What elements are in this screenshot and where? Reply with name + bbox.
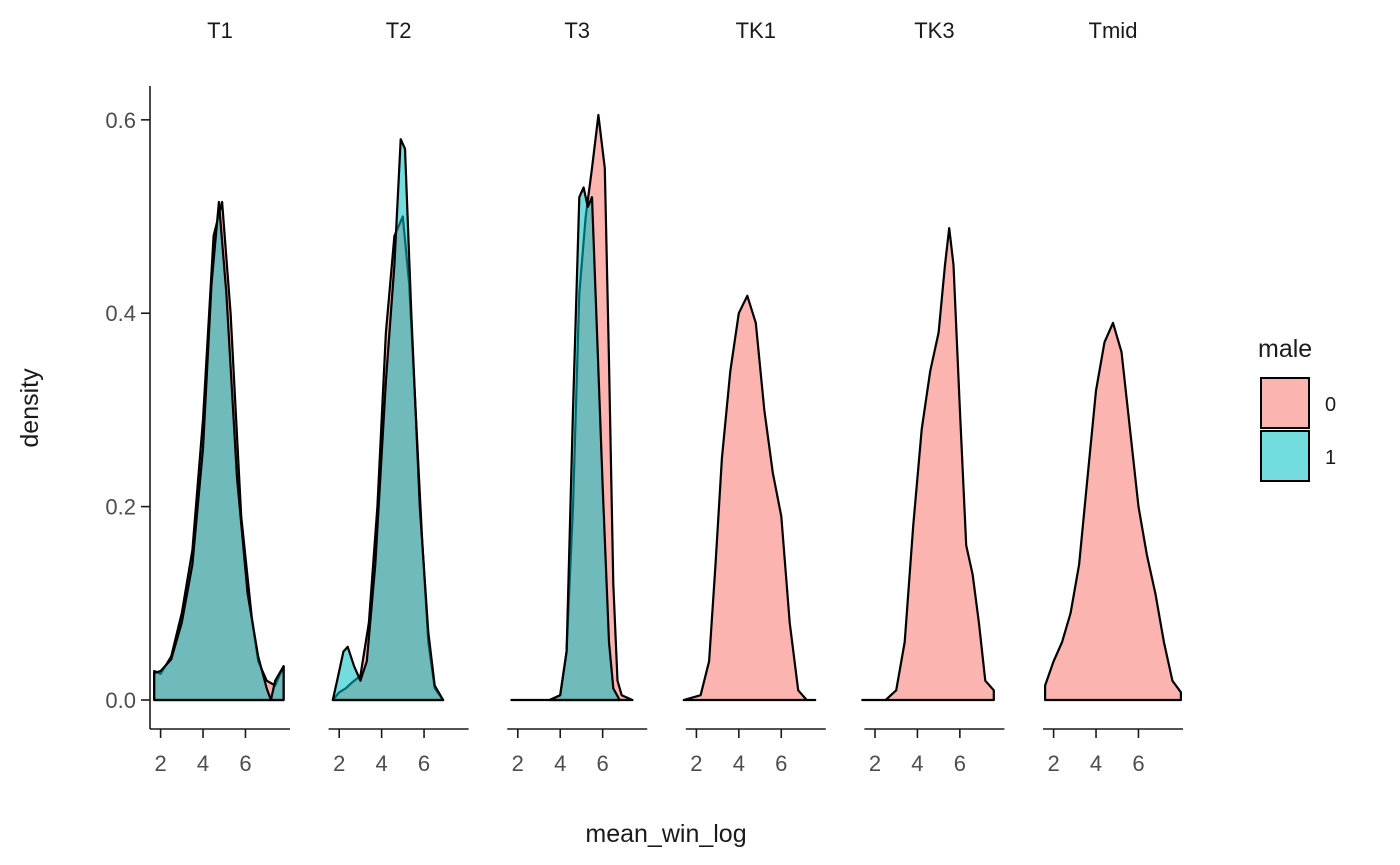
y-axis: 0.0 0.2 0.4 0.6	[105, 86, 151, 729]
x-tick-label: 6	[954, 751, 966, 776]
facet-label: T2	[386, 18, 412, 43]
legend-title: male	[1258, 335, 1312, 363]
x-tick-label: 6	[597, 751, 609, 776]
x-tick-label: 4	[376, 751, 388, 776]
density-area-male-0	[1044, 321, 1182, 702]
panel-tmid: Tmid 2 4 6	[1043, 18, 1183, 776]
legend: male 0 1	[1258, 335, 1336, 482]
facet-label: T1	[207, 18, 233, 43]
x-tick-label: 6	[1132, 751, 1144, 776]
facet-label: TK1	[736, 18, 776, 43]
x-tick-label: 2	[512, 751, 524, 776]
density-area-male-0	[861, 227, 995, 702]
x-tick-label: 4	[197, 751, 209, 776]
x-tick-label: 2	[333, 751, 345, 776]
facet-label: TK3	[914, 18, 954, 43]
x-tick-label: 4	[733, 751, 745, 776]
panel-t1: T1 2 4 6	[150, 18, 290, 776]
x-tick-label: 4	[554, 751, 566, 776]
x-tick-label: 6	[775, 751, 787, 776]
facet-label: Tmid	[1089, 18, 1138, 43]
y-tick-label: 0.6	[105, 108, 136, 133]
density-area-male-1	[548, 186, 621, 702]
x-tick-label: 2	[1047, 751, 1059, 776]
x-tick-label: 2	[690, 751, 702, 776]
x-axis-title: mean_win_log	[585, 820, 746, 848]
panel-t3: T3 2 4 6	[507, 18, 648, 776]
density-area-male-1	[331, 138, 445, 702]
facet-label: T3	[564, 18, 590, 43]
x-tick-label: 6	[239, 751, 251, 776]
legend-key-0	[1260, 377, 1310, 429]
y-axis-title: density	[16, 368, 44, 448]
x-tick-label: 4	[1090, 751, 1102, 776]
x-tick-label: 6	[418, 751, 430, 776]
density-area-male-1	[153, 200, 285, 702]
legend-label: 1	[1325, 447, 1336, 469]
facet-panels: T1 2 4 6 T2 2 4 6 T3 2 4 6 TK1 2 4 6 TK3 2 4 6 Tmid 2 4 6	[150, 18, 1183, 776]
x-tick-label: 2	[869, 751, 881, 776]
y-tick-label: 0.4	[105, 301, 136, 326]
legend-key-1	[1260, 430, 1310, 482]
y-tick-label: 0.0	[105, 688, 136, 713]
legend-label: 0	[1325, 394, 1336, 416]
x-tick-label: 2	[154, 751, 166, 776]
panel-tk3: TK3 2 4 6	[861, 18, 1005, 776]
density-area-male-0	[682, 294, 817, 702]
y-tick-label: 0.2	[105, 495, 136, 520]
x-tick-label: 4	[911, 751, 923, 776]
panel-tk1: TK1 2 4 6	[682, 18, 826, 776]
panel-t2: T2 2 4 6	[328, 18, 469, 776]
